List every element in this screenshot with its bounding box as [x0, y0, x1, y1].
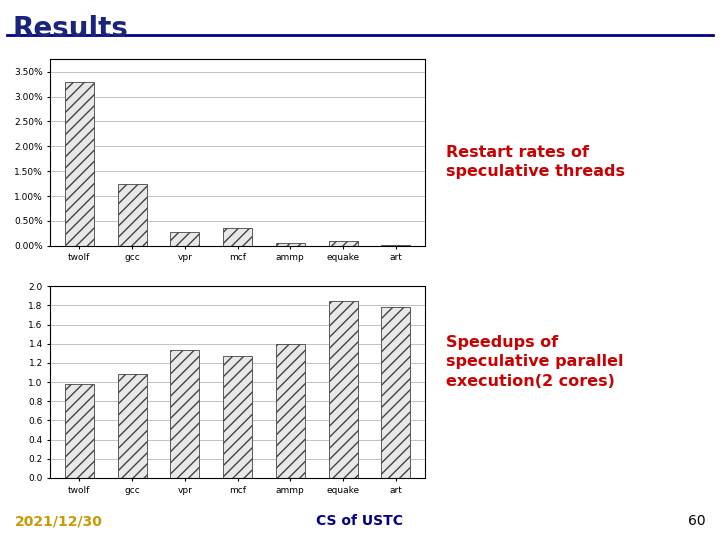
Bar — [117, 184, 147, 246]
Bar — [382, 245, 410, 246]
Text: 2021/12/30: 2021/12/30 — [14, 514, 102, 528]
Bar — [382, 307, 410, 478]
Bar — [171, 350, 199, 478]
Bar — [276, 344, 305, 478]
Text: CS of USTC: CS of USTC — [317, 514, 403, 528]
Bar — [328, 301, 358, 478]
Text: Speedups of
speculative parallel
execution(2 cores): Speedups of speculative parallel executi… — [446, 334, 624, 389]
Bar — [276, 243, 305, 246]
Bar — [223, 356, 252, 478]
Bar — [328, 241, 358, 246]
Bar — [171, 232, 199, 246]
Bar — [65, 82, 94, 246]
Text: Results: Results — [13, 15, 129, 43]
Text: Restart rates of
speculative threads: Restart rates of speculative threads — [446, 145, 626, 179]
Bar — [65, 384, 94, 478]
Text: 60: 60 — [688, 514, 706, 528]
Bar — [117, 374, 147, 478]
Bar — [223, 228, 252, 246]
